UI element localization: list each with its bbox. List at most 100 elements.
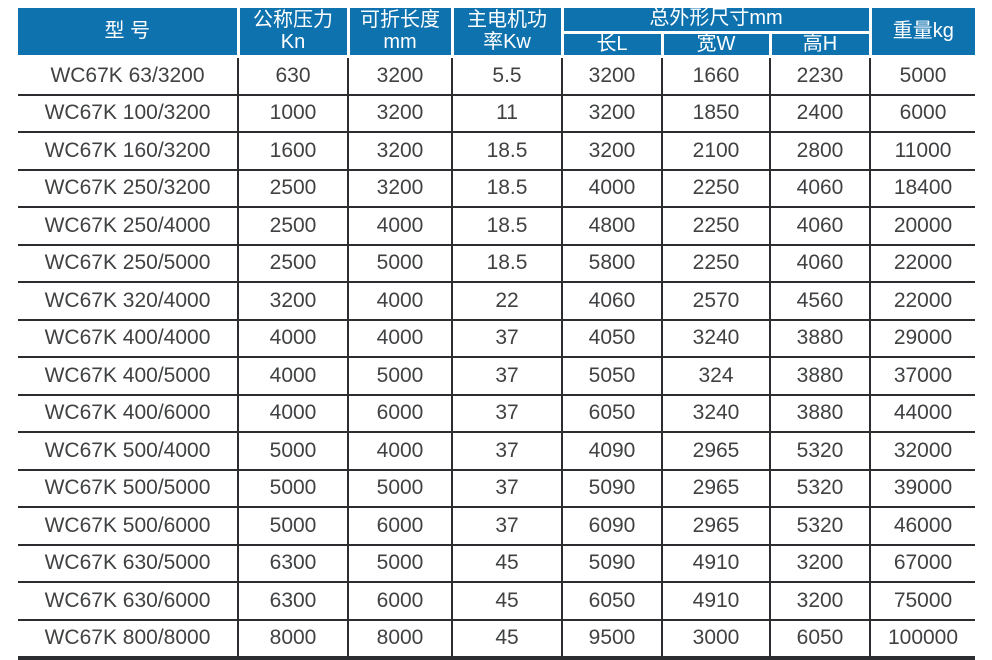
cell-fold-length: 8000	[347, 618, 453, 658]
cell-pressure: 2500	[237, 243, 349, 284]
cell-dim-width: 2250	[661, 206, 771, 246]
cell-fold-length: 3200	[347, 93, 453, 134]
header-dim-height: 高H	[768, 30, 872, 59]
cell-dim-width: 4910	[661, 581, 771, 621]
cell-dim-height: 2230	[768, 55, 872, 96]
cell-motor-power: 22	[451, 281, 563, 321]
cell-motor-power: 37	[451, 506, 563, 546]
cell-dim-width: 2570	[661, 281, 771, 321]
cell-dim-width: 2965	[661, 506, 771, 546]
table-row: WC67K 250/3200 2500 3200 18.5 4000 2250 4060 18…	[17, 168, 977, 209]
table-row: WC67K 250/4000 2500 4000 18.5 4800 2250 4060 20…	[17, 206, 977, 246]
cell-model: WC67K 500/6000	[17, 506, 239, 546]
table-header: 型 号 公称压力 Kn 可折长度 mm 主电机功 率Kw 总外形尺寸mm	[16, 6, 977, 59]
cell-fold-length: 4000	[347, 431, 453, 471]
cell-dim-height: 3880	[768, 318, 872, 359]
cell-dim-length: 3200	[561, 55, 663, 96]
header-model: 型 号	[16, 6, 240, 59]
header-dim-height-label: 高H	[802, 32, 838, 55]
cell-weight: 100000	[869, 618, 977, 658]
header-weight-label: 重量kg	[892, 19, 954, 42]
cell-motor-power: 45	[451, 543, 563, 584]
table-row: WC67K 500/4000 5000 4000 37 4090 2965 5320 3200…	[17, 431, 977, 471]
cell-motor-power: 37	[451, 468, 563, 509]
cell-dim-width: 1850	[661, 93, 771, 134]
cell-dim-height: 4060	[768, 206, 872, 246]
cell-dim-width: 324	[661, 356, 771, 396]
cell-fold-length: 4000	[347, 206, 453, 246]
table-row: WC67K 320/4000 3200 4000 22 4060 2570 4560 2200…	[17, 281, 977, 321]
cell-dim-height: 5320	[768, 431, 872, 471]
cell-dim-length: 9500	[561, 618, 663, 658]
cell-pressure: 6300	[237, 543, 349, 584]
cell-dim-height: 2400	[768, 93, 872, 134]
cell-dim-height: 3880	[768, 356, 872, 396]
spec-table-grid: 型 号 公称压力 Kn 可折长度 mm 主电机功 率Kw 总外形尺寸mm	[16, 6, 977, 658]
cell-dim-height: 3200	[768, 581, 872, 621]
cell-motor-power: 18.5	[451, 243, 563, 284]
cell-dim-height: 3880	[768, 393, 872, 434]
cell-motor-power: 45	[451, 581, 563, 621]
cell-motor-power: 37	[451, 318, 563, 359]
cell-fold-length: 5000	[347, 356, 453, 396]
cell-weight: 46000	[869, 506, 977, 546]
cell-fold-length: 5000	[347, 243, 453, 284]
header-dim-length: 长L	[560, 30, 664, 59]
cell-weight: 11000	[869, 131, 977, 171]
cell-dim-length: 5090	[561, 468, 663, 509]
cell-model: WC67K 630/6000	[17, 581, 239, 621]
header-pressure-label-line2: Kn	[280, 30, 306, 53]
cell-dim-length: 3200	[561, 131, 663, 171]
cell-pressure: 5000	[237, 468, 349, 509]
cell-dim-width: 2100	[661, 131, 771, 171]
header-dimensions-group: 总外形尺寸mm	[560, 6, 872, 34]
cell-weight: 37000	[869, 356, 977, 396]
table-row: WC67K 250/5000 2500 5000 18.5 5800 2250 4060 22…	[17, 243, 977, 284]
table-row: WC67K 800/8000 8000 8000 45 9500 3000 6050 1000…	[17, 618, 977, 658]
header-motor-power-label-line1: 主电机功	[467, 8, 547, 31]
cell-dim-length: 5090	[561, 543, 663, 584]
cell-model: WC67K 400/5000	[17, 356, 239, 396]
cell-motor-power: 5.5	[451, 55, 563, 96]
cell-model: WC67K 400/4000	[17, 318, 239, 359]
cell-dim-length: 4000	[561, 168, 663, 209]
table-body: WC67K 63/3200 630 3200 5.5 3200 1660 2230 5000 W…	[17, 55, 977, 658]
cell-dim-width: 2965	[661, 468, 771, 509]
cell-fold-length: 3200	[347, 131, 453, 171]
cell-dim-width: 4910	[661, 543, 771, 584]
cell-pressure: 4000	[237, 318, 349, 359]
cell-pressure: 630	[237, 55, 349, 96]
cell-dim-length: 6050	[561, 581, 663, 621]
header-weight: 重量kg	[868, 6, 977, 59]
cell-dim-length: 6050	[561, 393, 663, 434]
cell-dim-length: 4090	[561, 431, 663, 471]
cell-model: WC67K 63/3200	[17, 55, 239, 96]
cell-fold-length: 6000	[347, 506, 453, 546]
cell-pressure: 2500	[237, 168, 349, 209]
cell-fold-length: 6000	[347, 393, 453, 434]
cell-dim-width: 3000	[661, 618, 771, 658]
cell-weight: 20000	[869, 206, 977, 246]
header-dim-length-label: 长L	[596, 32, 628, 55]
cell-dim-height: 5320	[768, 506, 872, 546]
table-bottom-border	[18, 656, 975, 660]
cell-motor-power: 45	[451, 618, 563, 658]
cell-weight: 44000	[869, 393, 977, 434]
cell-dim-height: 6050	[768, 618, 872, 658]
header-pressure-label-line1: 公称压力	[253, 8, 333, 31]
cell-motor-power: 18.5	[451, 131, 563, 171]
cell-dim-width: 3240	[661, 393, 771, 434]
cell-weight: 32000	[869, 431, 977, 471]
cell-dim-height: 4060	[768, 243, 872, 284]
cell-pressure: 3200	[237, 281, 349, 321]
cell-dim-length: 3200	[561, 93, 663, 134]
cell-dim-height: 2800	[768, 131, 872, 171]
cell-dim-length: 5800	[561, 243, 663, 284]
cell-fold-length: 6000	[347, 581, 453, 621]
cell-dim-length: 6090	[561, 506, 663, 546]
cell-pressure: 6300	[237, 581, 349, 621]
cell-pressure: 1600	[237, 131, 349, 171]
cell-model: WC67K 630/5000	[17, 543, 239, 584]
table-row: WC67K 630/6000 6300 6000 45 6050 4910 3200 7500…	[17, 581, 977, 621]
table-row: WC67K 500/5000 5000 5000 37 5090 2965 5320 3900…	[17, 468, 977, 509]
